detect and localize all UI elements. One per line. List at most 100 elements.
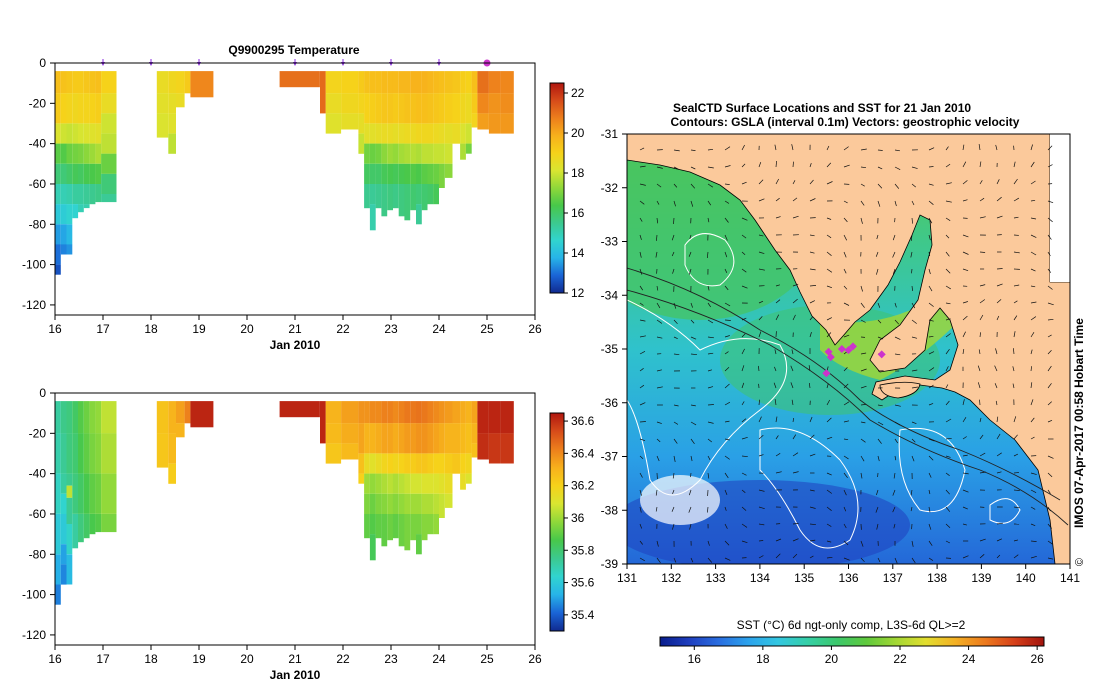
surface-location-marker [844,346,853,355]
y-tick-label: -20 [29,96,47,110]
x-tick-label: 25 [480,652,494,666]
section-cell [427,123,434,144]
velocity-vector [928,523,932,530]
section-cell [416,204,422,225]
section-cell [279,401,320,418]
velocity-vector [860,385,867,389]
velocity-vector [775,197,780,202]
velocity-vector [860,183,865,187]
velocity-vector [1047,383,1052,389]
velocity-vector [673,438,678,444]
section-cell [89,514,96,535]
velocity-vector [724,506,727,511]
velocity-vector [1030,332,1035,338]
map-area [627,134,1070,564]
velocity-vector [996,179,1000,185]
section-cell [55,514,61,555]
velocity-vector [910,506,913,512]
section-cell [471,423,478,444]
section-cell [477,433,489,460]
section-cell [55,143,61,164]
velocity-vector [690,336,697,340]
section-cell [427,423,434,454]
velocity-vector [996,268,1003,270]
velocity-vector [826,506,832,511]
section-cell [421,453,428,474]
section-cell [325,71,342,94]
velocity-vector [1030,472,1037,475]
section-cell [369,123,376,144]
section-cell [488,433,501,464]
velocity-vector [962,555,969,559]
velocity-vector [724,183,730,185]
section-cell [465,71,472,94]
section-cell [392,143,399,164]
velocity-vector [826,285,833,289]
salinity-panel: 16 17 18 19 20 21 22 23 24 25 26 0 -20 -40 -60 -80 -100 -… [22,386,595,682]
velocity-vector [843,234,848,241]
velocity-vector [792,197,798,202]
velocity-vector [724,401,731,406]
y-tick-label: -120 [22,628,46,642]
section-cell [381,143,388,164]
section-cell [190,401,214,428]
section-cell [444,123,453,144]
section-cell [392,163,399,184]
section-cell [433,401,439,424]
section-cell [398,473,405,494]
section-cell [60,473,67,494]
section-cell [78,71,84,94]
velocity-vector [945,523,951,529]
section-cell [465,401,472,424]
section-cell [375,163,382,184]
velocity-vector [741,401,745,406]
section-cell [392,123,399,144]
sst-colorbar-tick-label: 26 [1030,652,1044,666]
y-tick-label: -120 [22,298,46,312]
section-cell [72,123,79,144]
velocity-vector [1030,316,1037,321]
lon-tick-label: 138 [927,571,947,585]
velocity-vector [928,472,932,478]
velocity-vector [996,283,1003,287]
section-cell [500,93,514,114]
copyright-symbol: © [1074,558,1086,566]
section-cell [66,433,73,474]
lat-tick-label: -38 [601,503,619,517]
velocity-vector [892,489,896,496]
velocity-vector [707,148,714,151]
section-cell [433,453,439,474]
velocity-vector [860,166,867,169]
velocity-vector [979,197,985,202]
velocity-vector [979,332,981,338]
x-tick-label: 19 [192,652,206,666]
velocity-vector [1030,555,1037,559]
section-cell [60,433,67,474]
velocity-vector [996,433,1001,440]
section-cell [421,401,428,424]
section-cell [364,423,370,454]
section-cell [101,93,117,114]
section-cell [410,123,416,144]
velocity-vector [1013,251,1020,254]
velocity-vector [639,489,642,496]
velocity-vector [656,285,659,291]
velocity-vector [892,251,896,258]
section-cell [66,497,73,524]
velocity-vector [877,200,881,207]
section-cell [416,93,422,124]
velocity-vector [809,285,817,287]
velocity-vector [945,384,949,389]
section-cell [55,71,61,94]
section-cell [477,71,489,94]
section-cell [404,71,411,94]
velocity-vector [1030,234,1037,238]
section-cell [341,443,359,460]
velocity-vector [688,506,692,513]
section-cell [439,401,445,424]
velocity-vector [979,161,982,168]
section-cell [500,113,514,134]
velocity-vector [792,538,799,542]
section-cell [101,71,117,94]
section-cell [369,493,376,514]
